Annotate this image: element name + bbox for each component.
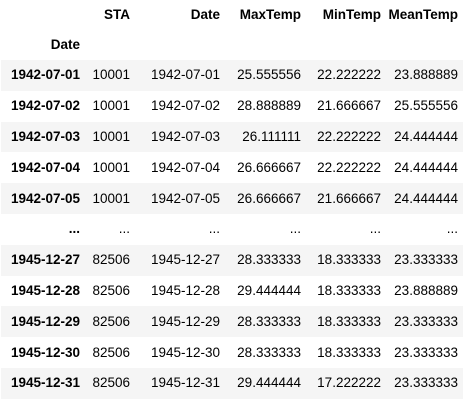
cell-date: 1942-07-01 bbox=[150, 67, 220, 83]
cell-meantemp: 23.333333 bbox=[394, 313, 458, 329]
cell-date: 1942-07-03 bbox=[150, 128, 220, 144]
cell-mintemp: 17.222222 bbox=[317, 375, 381, 391]
row-index: 1942-07-03 bbox=[10, 128, 80, 144]
cell-maxtemp: 28.333333 bbox=[237, 344, 301, 360]
cell-meantemp: 23.333333 bbox=[394, 252, 458, 268]
row-index: 1942-07-04 bbox=[10, 159, 80, 175]
index-corner-cell bbox=[1, 0, 85, 30]
row-index: 1945-12-31 bbox=[10, 375, 80, 391]
cell-maxtemp: 26.666667 bbox=[237, 159, 301, 175]
table-row: 1942-07-05 10001 1942-07-05 26.666667 21… bbox=[1, 183, 463, 214]
row-index: 1945-12-29 bbox=[10, 313, 80, 329]
table-row: 1945-12-31 82506 1945-12-31 29.444444 17… bbox=[1, 367, 463, 399]
empty-header-cell bbox=[135, 30, 225, 60]
cell-meantemp: 23.333333 bbox=[394, 344, 458, 360]
cell-maxtemp: 29.444444 bbox=[237, 375, 301, 391]
empty-header-cell bbox=[306, 30, 386, 60]
table-row: 1945-12-29 82506 1945-12-29 28.333333 18… bbox=[1, 306, 463, 338]
cell-sta: 82506 bbox=[92, 375, 130, 391]
table-row: 1945-12-30 82506 1945-12-30 28.333333 18… bbox=[1, 337, 463, 368]
table-header: STA Date MaxTemp MinTemp MeanTemp Date bbox=[1, 0, 463, 60]
row-index: 1942-07-02 bbox=[10, 98, 80, 114]
cell-date: 1945-12-30 bbox=[150, 344, 220, 360]
cell-meantemp: 24.444444 bbox=[394, 128, 458, 144]
cell-mintemp: 18.333333 bbox=[317, 313, 381, 329]
cell-maxtemp: 28.333333 bbox=[237, 313, 301, 329]
cell-mintemp: 21.666667 bbox=[317, 98, 381, 114]
row-index: 1945-12-30 bbox=[10, 344, 80, 360]
cell-maxtemp: 28.888889 bbox=[237, 98, 301, 114]
table-body: 1942-07-01 10001 1942-07-01 25.555556 22… bbox=[1, 60, 463, 399]
empty-header-cell bbox=[85, 30, 135, 60]
column-header-date: Date bbox=[135, 0, 225, 30]
cell-sta: ... bbox=[118, 221, 130, 237]
table-row: 1942-07-04 10001 1942-07-04 26.666667 22… bbox=[1, 152, 463, 184]
cell-sta: 10001 bbox=[92, 159, 130, 175]
cell-meantemp: 23.888889 bbox=[394, 282, 458, 298]
cell-mintemp: 22.222222 bbox=[317, 159, 381, 175]
column-header-meantemp: MeanTemp bbox=[386, 0, 463, 30]
cell-date: 1942-07-02 bbox=[150, 98, 220, 114]
cell-maxtemp: ... bbox=[289, 221, 301, 237]
cell-maxtemp: 26.111111 bbox=[242, 128, 301, 144]
cell-mintemp: 18.333333 bbox=[317, 344, 381, 360]
table-row: 1942-07-01 10001 1942-07-01 25.555556 22… bbox=[1, 60, 463, 91]
index-name-row: Date bbox=[1, 30, 463, 60]
cell-date: 1945-12-28 bbox=[150, 282, 220, 298]
cell-date: 1942-07-04 bbox=[150, 159, 220, 175]
column-header-sta: STA bbox=[85, 0, 135, 30]
cell-sta: 82506 bbox=[92, 313, 130, 329]
ellipsis-row: ... ... ... ... ... ... bbox=[1, 213, 463, 245]
cell-meantemp: ... bbox=[446, 221, 458, 237]
cell-mintemp: 22.222222 bbox=[317, 67, 381, 83]
cell-meantemp: 23.888889 bbox=[394, 67, 458, 83]
cell-sta: 10001 bbox=[92, 67, 130, 83]
column-header-row: STA Date MaxTemp MinTemp MeanTemp bbox=[1, 0, 463, 30]
cell-meantemp: 24.444444 bbox=[394, 190, 458, 206]
cell-mintemp: 22.222222 bbox=[317, 128, 381, 144]
column-header-mintemp: MinTemp bbox=[306, 0, 386, 30]
cell-maxtemp: 29.444444 bbox=[237, 282, 301, 298]
cell-sta: 10001 bbox=[92, 190, 130, 206]
table-row: 1945-12-27 82506 1945-12-27 28.333333 18… bbox=[1, 244, 463, 276]
cell-maxtemp: 28.333333 bbox=[237, 252, 301, 268]
table-row: 1942-07-03 10001 1942-07-03 26.111111 22… bbox=[1, 121, 463, 153]
row-index: 1942-07-01 bbox=[10, 67, 80, 83]
row-index: 1942-07-05 bbox=[10, 190, 80, 206]
cell-mintemp: ... bbox=[369, 221, 381, 237]
table-row: 1945-12-28 82506 1945-12-28 29.444444 18… bbox=[1, 275, 463, 307]
cell-maxtemp: 26.666667 bbox=[237, 190, 301, 206]
cell-date: 1945-12-27 bbox=[150, 252, 220, 268]
cell-sta: 10001 bbox=[92, 98, 130, 114]
table-row: 1942-07-02 10001 1942-07-02 28.888889 21… bbox=[1, 90, 463, 122]
cell-meantemp: 23.333333 bbox=[394, 375, 458, 391]
row-index: ... bbox=[68, 221, 80, 237]
index-name-header: Date bbox=[1, 30, 85, 60]
cell-sta: 82506 bbox=[92, 252, 130, 268]
cell-meantemp: 25.555556 bbox=[394, 98, 458, 114]
cell-date: 1942-07-05 bbox=[150, 190, 220, 206]
empty-header-cell bbox=[386, 30, 463, 60]
row-index: 1945-12-27 bbox=[10, 252, 80, 268]
cell-mintemp: 21.666667 bbox=[317, 190, 381, 206]
empty-header-cell bbox=[225, 30, 306, 60]
cell-maxtemp: 25.555556 bbox=[237, 67, 301, 83]
cell-date: 1945-12-31 bbox=[150, 375, 220, 391]
cell-sta: 10001 bbox=[92, 128, 130, 144]
cell-sta: 82506 bbox=[92, 282, 130, 298]
cell-meantemp: 24.444444 bbox=[394, 159, 458, 175]
cell-date: 1945-12-29 bbox=[150, 313, 220, 329]
column-header-maxtemp: MaxTemp bbox=[225, 0, 306, 30]
cell-date: ... bbox=[208, 221, 220, 237]
cell-mintemp: 18.333333 bbox=[317, 282, 381, 298]
row-index: 1945-12-28 bbox=[10, 282, 80, 298]
cell-sta: 82506 bbox=[92, 344, 130, 360]
cell-mintemp: 18.333333 bbox=[317, 252, 381, 268]
